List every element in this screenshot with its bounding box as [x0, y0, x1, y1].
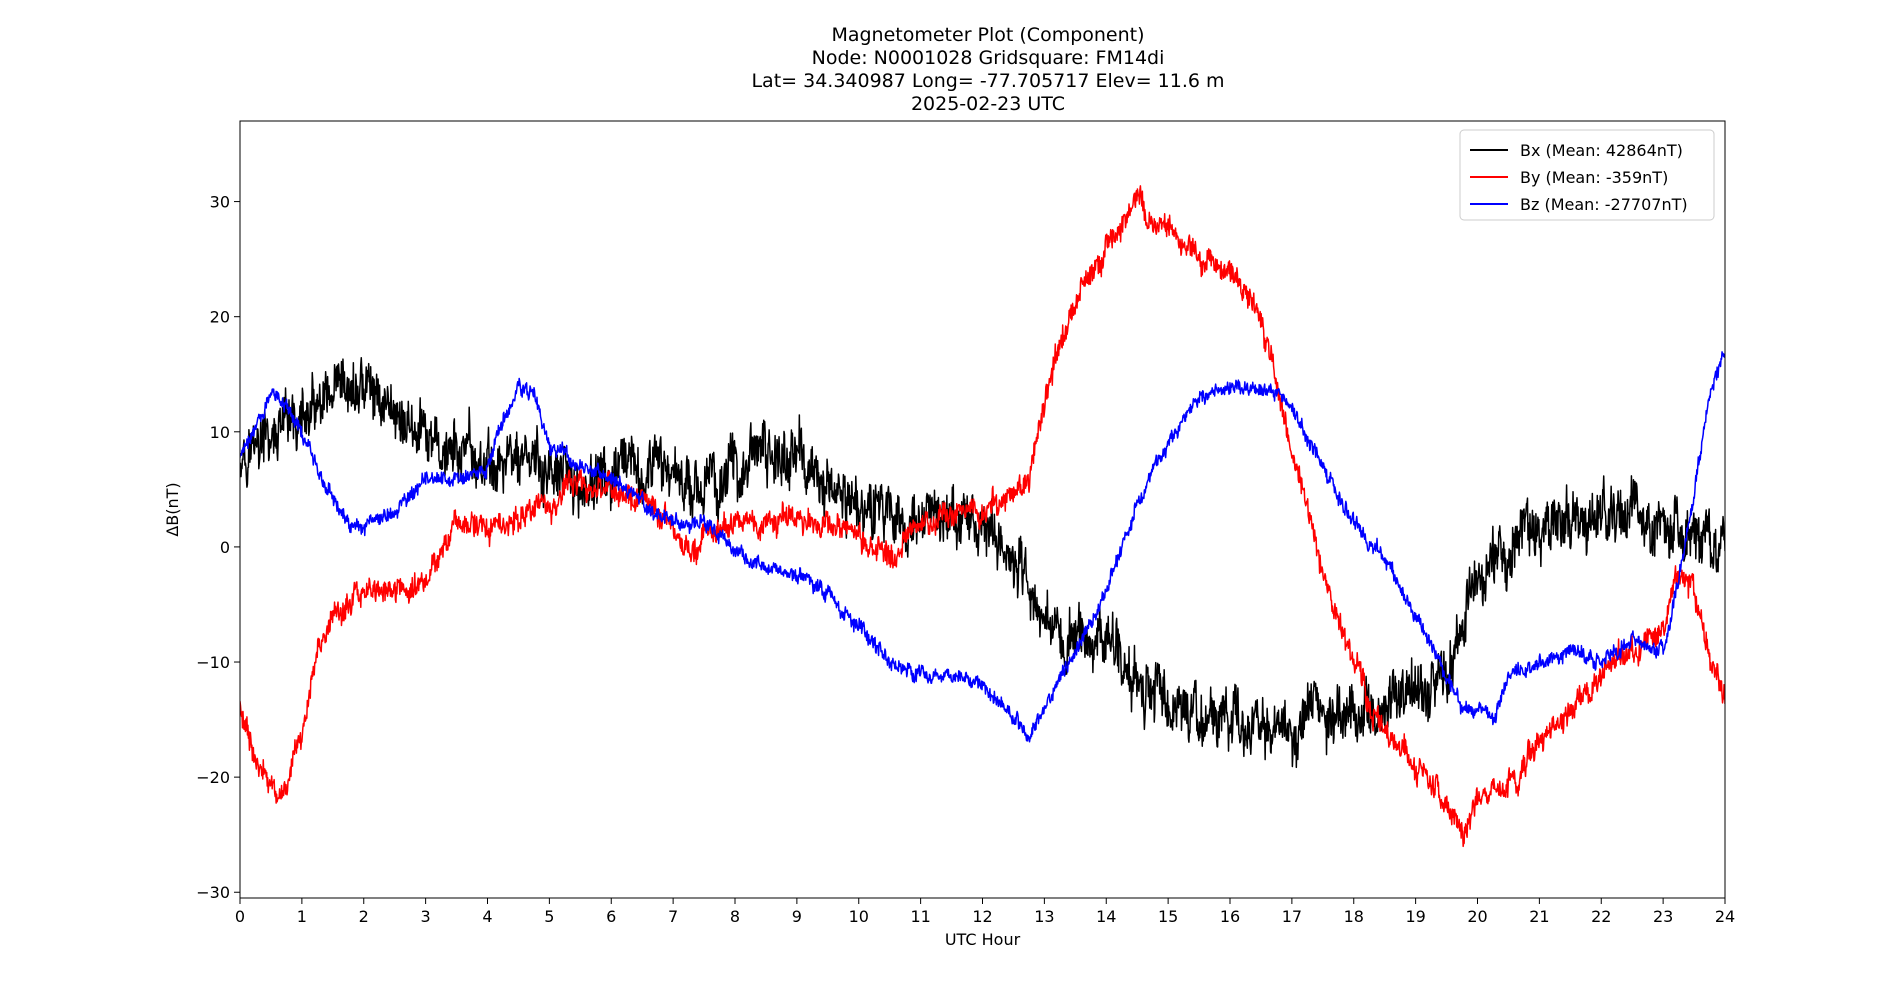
y-axis-label: ΔB(nT) — [163, 482, 182, 536]
legend-entry-label: Bx (Mean: 42864nT) — [1520, 141, 1683, 160]
legend-entry-label: Bz (Mean: -27707nT) — [1520, 195, 1688, 214]
legend-box — [1459, 129, 1715, 221]
x-tick-label: 13 — [1034, 907, 1054, 926]
y-tick-label: −20 — [196, 768, 230, 787]
legend-entry-label: By (Mean: -359nT) — [1520, 168, 1668, 187]
x-tick-label: 8 — [730, 907, 740, 926]
x-tick-label: 7 — [668, 907, 678, 926]
x-axis: 0 1 2 3 4 5 6 7 8 9 10 11 12 13 14 15 16 17 18 19 20 21 22 23 24 — [235, 898, 1735, 926]
y-axis: −30 −20 −10 0 10 20 30 — [196, 193, 240, 902]
x-tick-label: 2 — [359, 907, 369, 926]
x-tick-label: 4 — [482, 907, 492, 926]
y-tick-label: 30 — [210, 193, 230, 212]
series-line-2 — [240, 185, 1725, 848]
y-tick-label: 0 — [220, 538, 230, 557]
x-tick-label: 5 — [544, 907, 554, 926]
x-tick-label: 23 — [1653, 907, 1673, 926]
x-tick-label: 14 — [1096, 907, 1116, 926]
x-tick-label: 11 — [910, 907, 930, 926]
x-tick-label: 15 — [1158, 907, 1178, 926]
x-tick-label: 19 — [1405, 907, 1425, 926]
title-line-3: Lat= 34.340987 Long= -77.705717 Elev= 11… — [751, 70, 1224, 92]
y-tick-label: −10 — [196, 653, 230, 672]
y-tick-label: 10 — [210, 423, 230, 442]
x-tick-label: 17 — [1282, 907, 1302, 926]
x-tick-label: 22 — [1591, 907, 1611, 926]
x-tick-label: 20 — [1467, 907, 1487, 926]
x-tick-label: 9 — [792, 907, 802, 926]
x-tick-label: 24 — [1715, 907, 1735, 926]
series-line-1 — [240, 357, 1725, 769]
x-tick-label: 1 — [297, 907, 307, 926]
x-axis-label: UTC Hour — [945, 930, 1021, 949]
title-line-2: Node: N0001028 Gridsquare: FM14di — [812, 47, 1165, 69]
x-tick-label: 3 — [421, 907, 431, 926]
x-tick-label: 12 — [972, 907, 992, 926]
x-tick-label: 6 — [606, 907, 616, 926]
x-tick-label: 18 — [1344, 907, 1364, 926]
x-tick-label: 21 — [1529, 907, 1549, 926]
title-line-4: 2025-02-23 UTC — [911, 93, 1065, 115]
y-tick-label: 20 — [210, 308, 230, 327]
series-line-3 — [240, 351, 1725, 743]
x-tick-label: 0 — [235, 907, 245, 926]
x-tick-label: 10 — [849, 907, 869, 926]
y-tick-label: −30 — [196, 883, 230, 902]
series-layer — [240, 185, 1725, 848]
legend: Bx (Mean: 42864nT) By (Mean: -359nT) Bz (M… — [1459, 129, 1715, 221]
x-tick-label: 16 — [1220, 907, 1240, 926]
title-line-1: Magnetometer Plot (Component) — [831, 24, 1144, 46]
chart-title: Magnetometer Plot (Component) Node: N000… — [751, 24, 1224, 115]
